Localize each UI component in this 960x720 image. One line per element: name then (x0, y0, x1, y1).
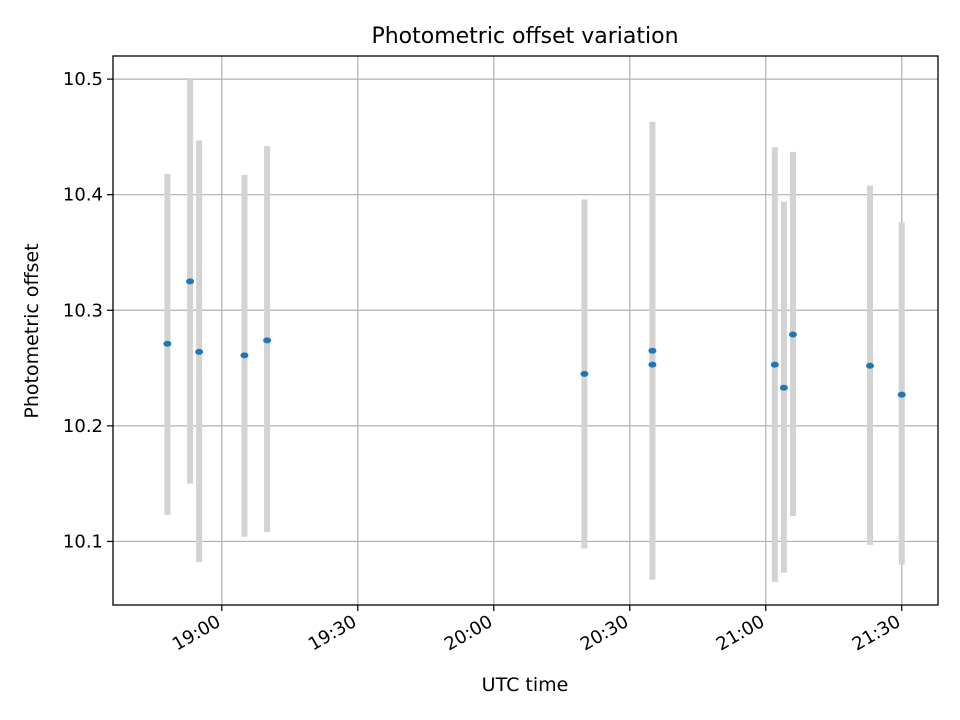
data-point (866, 362, 875, 369)
data-point (240, 352, 249, 359)
data-point (195, 348, 204, 355)
y-tick-label: 10.5 (63, 69, 103, 90)
data-point (788, 331, 797, 338)
x-axis-label: UTC time (482, 674, 569, 696)
data-point (186, 278, 195, 285)
data-point (648, 361, 657, 368)
y-axis: 10.1 10.2 10.3 10.4 10.5 (63, 69, 113, 552)
y-axis-label: Photometric offset (21, 243, 43, 418)
data-point (580, 370, 589, 377)
y-tick-label: 10.2 (63, 416, 103, 437)
y-tick-label: 10.3 (63, 300, 103, 321)
y-tick-label: 10.1 (63, 531, 103, 552)
data-point (263, 337, 272, 344)
data-point (897, 391, 906, 398)
chart-title: Photometric offset variation (371, 24, 678, 49)
data-point (779, 384, 788, 391)
data-points (163, 278, 906, 398)
plot-frame (112, 55, 939, 606)
data-point (163, 340, 172, 347)
data-point (648, 347, 657, 354)
data-point (770, 361, 779, 368)
y-tick-label: 10.4 (63, 185, 103, 206)
